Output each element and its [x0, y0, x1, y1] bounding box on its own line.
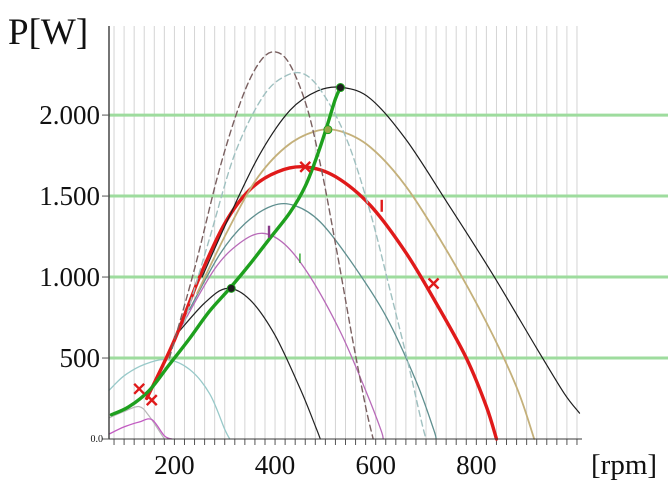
chart-annotation: I [298, 250, 302, 266]
y-tick-label: 1.000 [39, 262, 100, 292]
power-curve [108, 358, 231, 440]
operating-point-markers [133, 83, 440, 406]
operating-point-cross [427, 277, 440, 290]
x-tick-label: 600 [355, 450, 396, 480]
power-curve [196, 128, 536, 440]
x-tick-label: 200 [154, 450, 195, 480]
operating-point-cross [299, 161, 312, 173]
axes [108, 26, 582, 440]
power-curve [188, 203, 437, 440]
y-tick-label: 0.0 [91, 434, 104, 445]
power-curve [168, 51, 374, 440]
y-tick-labels: 0.0 500 1.000 1.500 2.000 [39, 100, 109, 445]
y-tick-label: 1.500 [39, 181, 100, 211]
operating-point-dot [323, 125, 333, 135]
power-curve [145, 165, 499, 441]
power-curve [201, 86, 581, 414]
operating-point-dot [335, 83, 345, 93]
power-curve [183, 71, 427, 440]
x-tick-label: 400 [255, 450, 296, 480]
x-axis-label: [rpm] [591, 449, 657, 481]
operating-point-cross [133, 382, 146, 395]
power-curve [108, 418, 173, 440]
y-axis-label: P[W] [8, 12, 88, 53]
power-curve [173, 287, 321, 440]
x-tick-labels: 200 400 600 800 [154, 450, 496, 480]
power-curve [181, 232, 384, 440]
operating-point-dot [226, 283, 236, 293]
operating-point-cross [145, 394, 158, 406]
y-tick-label: 2.000 [39, 100, 100, 130]
power-curve [108, 405, 165, 440]
x-tick-label: 800 [456, 450, 497, 480]
y-tick-label: 500 [60, 343, 101, 373]
